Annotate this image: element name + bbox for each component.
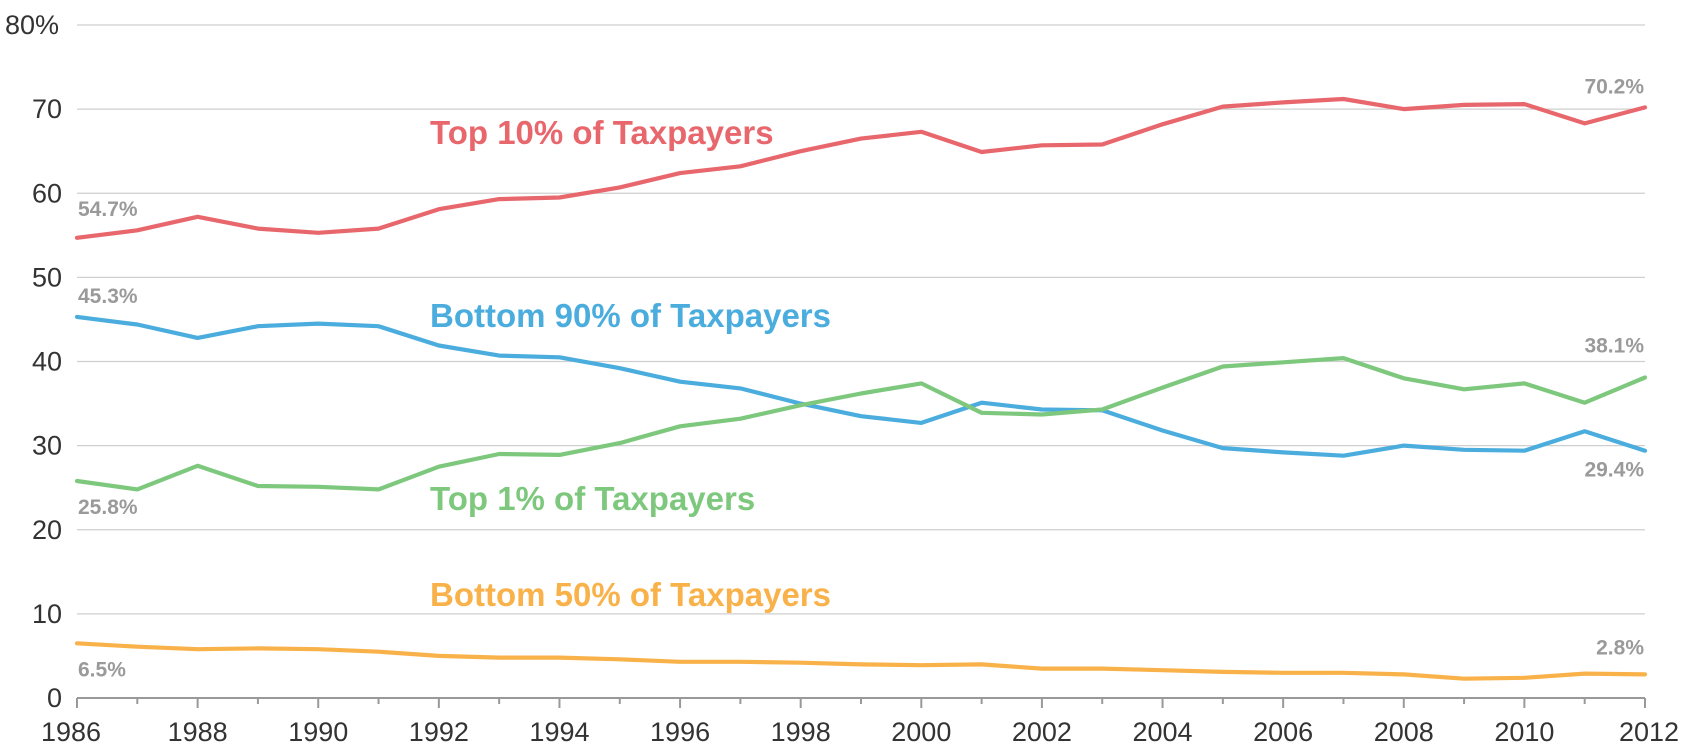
y-tick-label: 50 [32,262,62,292]
end-value-label-top1: 38.1% [1584,334,1644,357]
series-line-top10 [74,96,1648,240]
series-label-top1: Top 1% of Taxpayers [430,480,755,517]
x-tick-label: 1992 [409,717,469,747]
start-value-label-top1: 25.8% [78,496,138,519]
x-axis [76,697,1646,708]
x-tick-label: 2012 [1619,717,1679,747]
series-label-bottom90: Bottom 90% of Taxpayers [430,297,831,334]
x-tick-label: 1998 [771,717,831,747]
series-lines [74,96,1648,681]
gridlines [77,24,1645,615]
y-tick-label: 60 [32,178,62,208]
start-value-label-top10: 54.7% [78,198,138,221]
x-tick-label: 2006 [1253,717,1313,747]
end-value-label-top10: 70.2% [1584,75,1644,98]
tick-labels: 0 10 20 30 40 50 60 70 80% 1986 1988 1990 1992 1994 19… [5,10,1679,747]
end-value-label-bottom50: 2.8% [1596,636,1644,659]
x-tick-label: 1996 [650,717,710,747]
x-tick-label: 2000 [891,717,951,747]
y-tick-label: 80% [5,10,59,40]
x-tick-label: 1990 [288,717,348,747]
series-line-top1 [74,356,1648,492]
y-tick-label: 70 [32,94,62,124]
x-tick-label: 1986 [41,717,101,747]
x-tick-label: 2010 [1494,717,1554,747]
y-tick-label: 0 [47,683,62,713]
y-tick-label: 20 [32,515,62,545]
y-tick-label: 10 [32,599,62,629]
y-tick-label: 30 [32,431,62,461]
series-line-bottom90 [74,314,1648,458]
x-tick-label: 2004 [1132,717,1192,747]
start-value-label-bottom90: 45.3% [78,285,138,308]
x-tick-label: 2008 [1374,717,1434,747]
series-line-bottom50 [74,641,1648,681]
series-label-top10: Top 10% of Taxpayers [430,114,774,151]
start-value-label-bottom50: 6.5% [78,658,126,681]
x-tick-label: 1988 [168,717,228,747]
data-labels: 54.7% 70.2% 45.3% 29.4% 25.8% 38.1% 6.5% 2.8% [78,75,1644,681]
x-tick-label: 1994 [529,717,589,747]
x-tick-label: 2002 [1012,717,1072,747]
series-label-bottom50: Bottom 50% of Taxpayers [430,576,831,613]
y-tick-label: 40 [32,347,62,377]
end-value-label-bottom90: 29.4% [1584,459,1644,482]
